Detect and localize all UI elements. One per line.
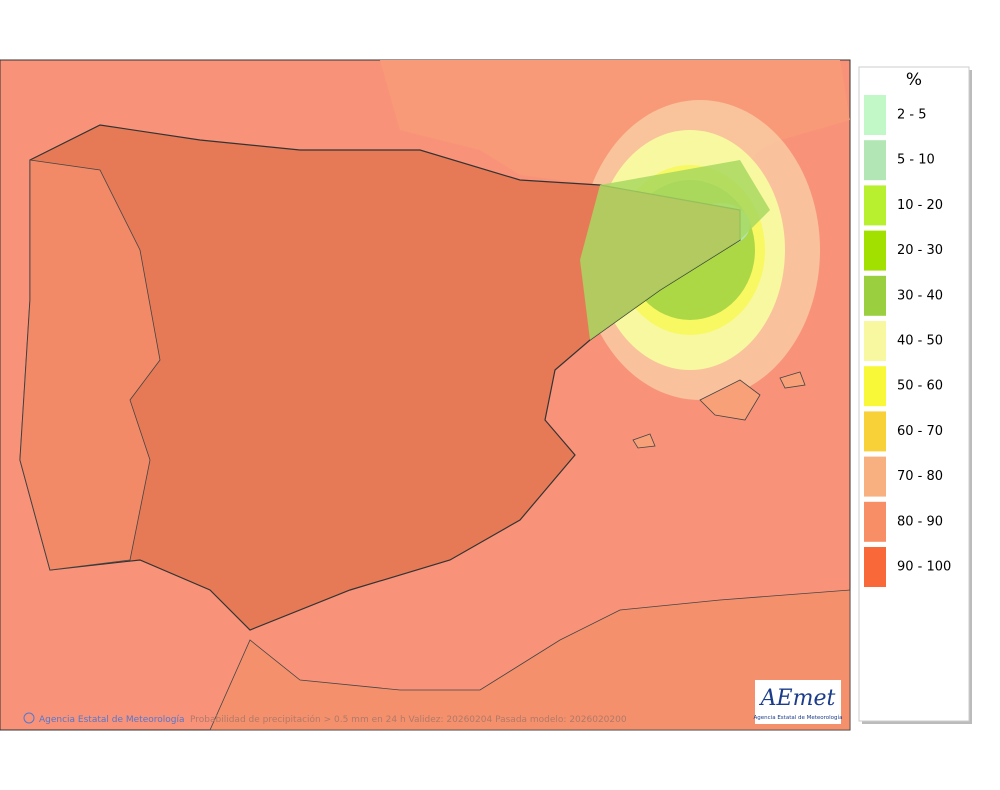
legend: % 2 - 5 5 - 10 10 - 20 20 - 30 30 - 40 40 - 5… bbox=[858, 66, 972, 724]
legend-label: 30 - 40 bbox=[897, 288, 943, 303]
iberia bbox=[19, 124, 741, 631]
legend-label: 50 - 60 bbox=[897, 379, 943, 394]
legend-label: 90 - 100 bbox=[897, 560, 951, 575]
legend-label: 60 - 70 bbox=[897, 424, 943, 439]
legend-swatch bbox=[864, 366, 886, 407]
logo-subtitle: Agencia Estatal de Meteorología bbox=[754, 714, 843, 721]
logo-box bbox=[755, 680, 841, 724]
legend-swatch bbox=[864, 321, 886, 361]
legend-label: 2 - 5 bbox=[897, 108, 927, 123]
legend-swatch bbox=[864, 230, 886, 271]
legend-swatch bbox=[864, 95, 886, 135]
island bbox=[779, 371, 806, 389]
legend-swatch bbox=[864, 456, 886, 497]
island bbox=[699, 379, 761, 421]
caption: Probabilidad de precipitación > 0.5 mm e… bbox=[190, 714, 627, 725]
legend-swatch bbox=[864, 140, 886, 181]
legend-label: 70 - 80 bbox=[897, 469, 943, 484]
legend-title: % bbox=[906, 70, 922, 90]
island bbox=[632, 433, 656, 449]
copyright-icon bbox=[23, 712, 35, 724]
legend-label: 20 - 30 bbox=[897, 243, 943, 258]
legend-swatch bbox=[864, 547, 886, 587]
legend-swatch bbox=[864, 501, 886, 542]
legend-swatch bbox=[864, 185, 886, 226]
africa bbox=[209, 589, 851, 731]
legend-swatch bbox=[864, 411, 886, 452]
logo-name: AEmet bbox=[759, 686, 836, 711]
catalonia-zone bbox=[580, 160, 770, 340]
legend-label: 40 - 50 bbox=[897, 334, 943, 349]
legend-swatch bbox=[864, 275, 886, 316]
map: Agencia Estatal de Meteorología Probabil… bbox=[0, 59, 851, 731]
portugal bbox=[19, 159, 161, 571]
legend-label: 80 - 90 bbox=[897, 514, 943, 529]
legend-label: 10 - 20 bbox=[897, 198, 943, 213]
legend-label: 5 - 10 bbox=[897, 153, 935, 168]
credit: Agencia Estatal de Meteorología bbox=[39, 715, 185, 725]
